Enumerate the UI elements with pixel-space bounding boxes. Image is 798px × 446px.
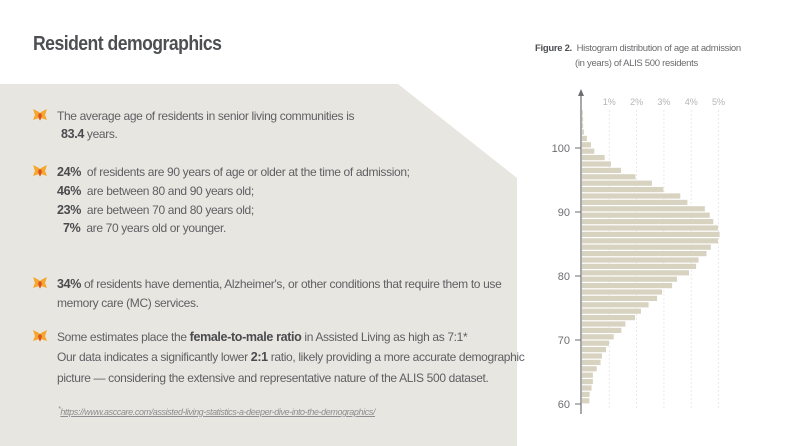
histogram-bar: [582, 398, 590, 404]
histogram-bar: [582, 308, 641, 314]
histogram-bar: [582, 110, 583, 116]
histogram-bar: [582, 302, 649, 308]
y-axis-arrow-icon: [578, 89, 584, 96]
histogram-bar: [582, 161, 611, 167]
figure-label: Figure 2.: [535, 43, 572, 54]
histogram-bar: [582, 366, 597, 372]
histogram-bar: [582, 391, 590, 397]
source-link[interactable]: https://www.asccare.com/assisted-living-…: [60, 407, 375, 417]
histogram-bar: [582, 148, 595, 154]
histogram-bar: [582, 251, 707, 257]
histogram-bar: [582, 123, 584, 129]
histogram-bar: [582, 347, 607, 353]
histogram-bar: [582, 385, 592, 391]
page-title: Resident demographics: [33, 33, 222, 55]
histogram-bar: [582, 155, 605, 161]
histogram-bar: [582, 289, 662, 295]
y-tick-label: 80: [558, 271, 570, 283]
footnote: *https://www.asccare.com/assisted-living…: [58, 406, 375, 417]
histogram-bar: [582, 129, 584, 135]
histogram-bar: [582, 327, 622, 333]
histogram-bar: [582, 193, 681, 199]
histogram-bar: [582, 379, 593, 385]
histogram-bar: [582, 219, 714, 225]
histogram-bar: [582, 359, 601, 365]
histogram-bar: [582, 199, 688, 205]
x-tick-label: 1%: [603, 97, 616, 107]
y-tick-label: 90: [558, 207, 570, 219]
histogram-bar: [582, 270, 690, 276]
histogram-bar: [582, 321, 626, 327]
histogram-bar: [582, 187, 664, 193]
histogram-bar: [582, 353, 602, 359]
x-tick-label: 4%: [685, 97, 698, 107]
y-tick-label: 70: [558, 335, 570, 347]
histogram-bar: [582, 135, 587, 141]
histogram-bar: [582, 238, 718, 244]
histogram-bar: [582, 231, 720, 237]
figure-caption: Figure 2. Histogram distribution of age …: [535, 43, 741, 69]
histogram-bar: [582, 167, 622, 173]
histogram-bar: [582, 263, 697, 269]
histogram-bar: [582, 180, 652, 186]
histogram-bar: [582, 276, 678, 282]
histogram-bar: [582, 116, 584, 122]
y-tick-label: 100: [552, 143, 570, 155]
histogram-bar: [582, 340, 610, 346]
histogram-bar: [582, 283, 673, 289]
histogram-bar: [582, 206, 705, 212]
histogram-bar: [582, 257, 699, 263]
x-tick-label: 3%: [657, 97, 670, 107]
x-tick-label: 5%: [712, 97, 725, 107]
histogram-bar: [582, 244, 711, 250]
histogram-bar: [582, 295, 658, 301]
histogram-bar: [582, 315, 635, 321]
x-tick-label: 2%: [630, 97, 643, 107]
histogram-bar: [582, 334, 614, 340]
histogram-bar: [582, 225, 718, 231]
y-tick-label: 60: [558, 399, 570, 411]
histogram-bar: [582, 142, 592, 148]
histogram-bar: [582, 372, 593, 378]
histogram-bar: [582, 212, 710, 218]
histogram-bar: [582, 174, 636, 180]
